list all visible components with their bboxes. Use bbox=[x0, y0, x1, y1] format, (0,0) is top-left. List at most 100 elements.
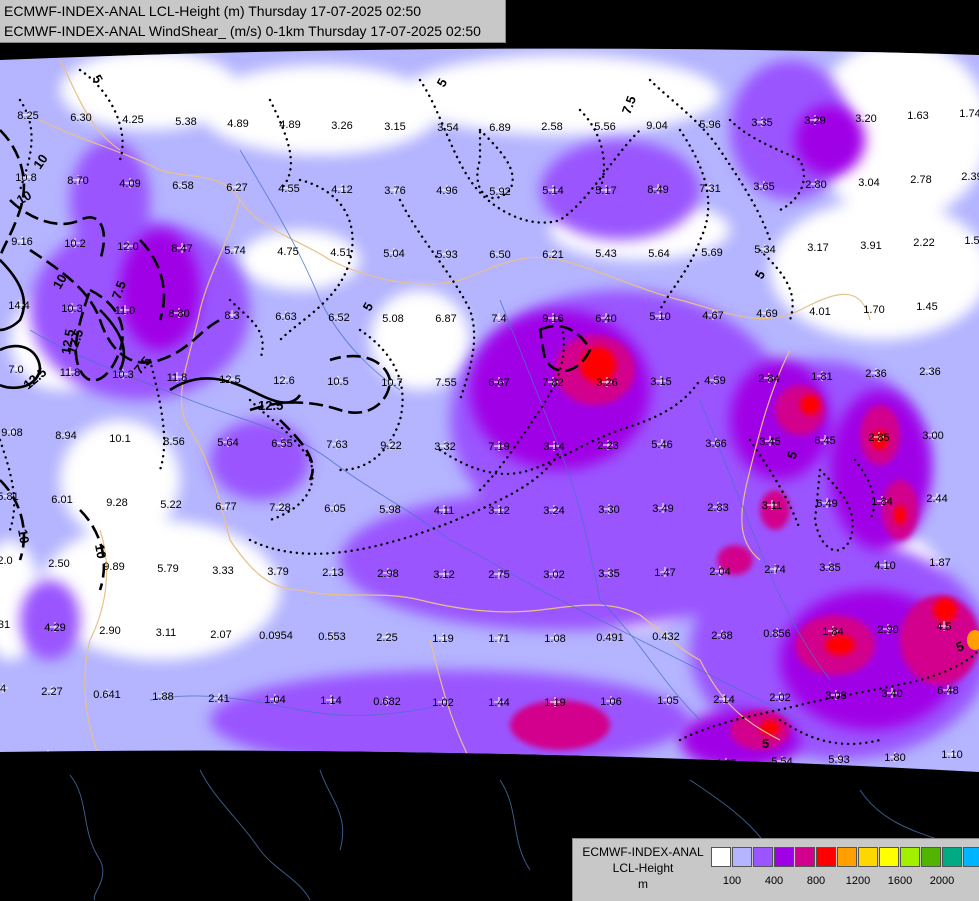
value-label: 11.8 bbox=[60, 367, 80, 379]
value-text: 4.59 bbox=[704, 375, 725, 387]
value-text: 6.55 bbox=[271, 438, 292, 450]
value-label: 5.04 bbox=[383, 248, 405, 260]
value-label: 0.641 bbox=[93, 689, 121, 701]
value-label: 1.88 bbox=[152, 691, 174, 703]
value-label: 4.89 bbox=[227, 118, 249, 130]
legend-swatch bbox=[774, 847, 794, 867]
value-text: 10.8 bbox=[15, 172, 36, 184]
value-text: 2.50 bbox=[48, 558, 69, 570]
value-label: 5.64 bbox=[648, 248, 670, 260]
value-text: 5.79 bbox=[157, 563, 178, 575]
legend-tick: 400 bbox=[764, 875, 784, 887]
value-text: 2.85 bbox=[868, 432, 889, 444]
value-text: 1.87 bbox=[929, 557, 950, 569]
value-label: 1.81 bbox=[811, 371, 833, 383]
value-text: 2.83 bbox=[707, 502, 728, 514]
value-label: 9.89 bbox=[103, 561, 125, 573]
value-label: 6.27 bbox=[226, 182, 248, 194]
value-label: 10.3 bbox=[112, 369, 134, 381]
value-label: 5.79 bbox=[157, 563, 179, 575]
value-text: 1.84 bbox=[871, 496, 892, 508]
value-text: 12.0 bbox=[117, 241, 138, 253]
value-text: 5.46 bbox=[651, 439, 672, 451]
value-labels: 8.25 6.30 4.25 5.38 4.89 4.89 3.26 3.15 3.54 6.89… bbox=[0, 108, 979, 772]
value-label: 3.85 bbox=[819, 562, 841, 574]
value-label: 3.54 bbox=[437, 122, 459, 134]
value-label: 3.24 bbox=[543, 505, 565, 517]
value-label: 7.0 bbox=[8, 364, 24, 376]
legend-title-source: ECMWF-INDEX-ANAL bbox=[582, 845, 704, 859]
value-text: 5.34 bbox=[754, 244, 775, 256]
contour-label: 5 bbox=[762, 736, 769, 751]
value-text: 6.58 bbox=[172, 180, 193, 192]
legend-swatch bbox=[732, 847, 752, 867]
value-label: 0.432 bbox=[652, 631, 680, 643]
value-label: 2.36 bbox=[919, 366, 941, 378]
value-text: 2.36 bbox=[865, 368, 886, 380]
value-label: 1.47 bbox=[654, 567, 676, 579]
value-label: 4.11 bbox=[434, 505, 455, 517]
contour-label: 10 bbox=[14, 187, 34, 207]
value-text: 1.63 bbox=[907, 110, 928, 122]
value-text: 0.641 bbox=[93, 689, 121, 701]
value-text: 2.90 bbox=[877, 624, 898, 636]
value-text: 1.04 bbox=[264, 694, 285, 706]
value-label: 4.29 bbox=[44, 622, 66, 634]
solid-contour-12-5 bbox=[0, 259, 302, 404]
value-label: 7.4 bbox=[491, 313, 507, 325]
value-text: 5.04 bbox=[383, 248, 404, 260]
value-label: 5.08 bbox=[382, 313, 404, 325]
value-text: 0.553 bbox=[318, 631, 346, 643]
value-text: 2.27 bbox=[41, 686, 62, 698]
value-label: 6.30 bbox=[70, 112, 92, 124]
value-label: 3.04 bbox=[858, 177, 880, 189]
value-label: 2.58 bbox=[541, 121, 563, 133]
value-label: 7.28 bbox=[269, 502, 291, 514]
value-label: 2.50 bbox=[48, 558, 70, 570]
value-label: 0.0954 bbox=[259, 630, 293, 642]
legend-swatch bbox=[900, 847, 920, 867]
value-text: 6.30 bbox=[70, 112, 91, 124]
value-text: 2.39 bbox=[961, 171, 979, 183]
value-text: 4.11 bbox=[434, 505, 455, 517]
value-text: 2.22 bbox=[913, 237, 934, 249]
contour-label: 5 bbox=[954, 638, 966, 655]
value-text: 3.91 bbox=[860, 240, 881, 252]
value-text: 2.90 bbox=[99, 625, 120, 637]
value-label: 1.63 bbox=[907, 110, 929, 122]
value-label: 1.80 bbox=[884, 752, 906, 764]
value-text: 6.52 bbox=[328, 312, 349, 324]
value-text: 4.09 bbox=[119, 178, 140, 190]
value-label: 1.14 bbox=[320, 695, 342, 707]
value-text: 2.04 bbox=[709, 566, 730, 578]
value-label: 3.08 bbox=[825, 690, 847, 702]
value-label: 8.80 bbox=[168, 308, 190, 320]
value-label: 4.09 bbox=[119, 178, 141, 190]
value-label: 8.56 bbox=[163, 436, 185, 448]
value-text: 2.58 bbox=[541, 121, 562, 133]
value-text: 1.74 bbox=[959, 108, 979, 120]
value-label: 2.98 bbox=[377, 568, 399, 580]
value-text: 3.65 bbox=[753, 181, 774, 193]
value-label: 5.98 bbox=[379, 504, 401, 516]
value-label: 4.01 bbox=[809, 306, 831, 318]
contour-label: 10 bbox=[15, 528, 32, 545]
value-label: 5.43 bbox=[595, 248, 617, 260]
value-label: 5.64 bbox=[217, 437, 239, 449]
value-label: 9.04 bbox=[646, 120, 668, 132]
value-label: 5.46 bbox=[651, 439, 673, 451]
value-label: 6.21 bbox=[542, 249, 564, 261]
value-label: 5.22 bbox=[160, 499, 182, 511]
legend-swatch bbox=[795, 847, 815, 867]
value-text: 4.51 bbox=[330, 247, 351, 259]
value-label: 4.10 bbox=[874, 560, 896, 572]
value-text: 6.63 bbox=[275, 311, 296, 323]
value-label: 7.55 bbox=[435, 377, 457, 389]
legend-title-unit: m bbox=[638, 877, 648, 891]
value-text: 4.69 bbox=[756, 308, 777, 320]
value-label: 2.83 bbox=[707, 502, 729, 514]
value-text: 3.54 bbox=[437, 122, 458, 134]
value-label: 5.10 bbox=[649, 311, 671, 323]
value-label: 2.74 bbox=[764, 564, 786, 576]
contour-label: 12.5 bbox=[58, 328, 77, 356]
